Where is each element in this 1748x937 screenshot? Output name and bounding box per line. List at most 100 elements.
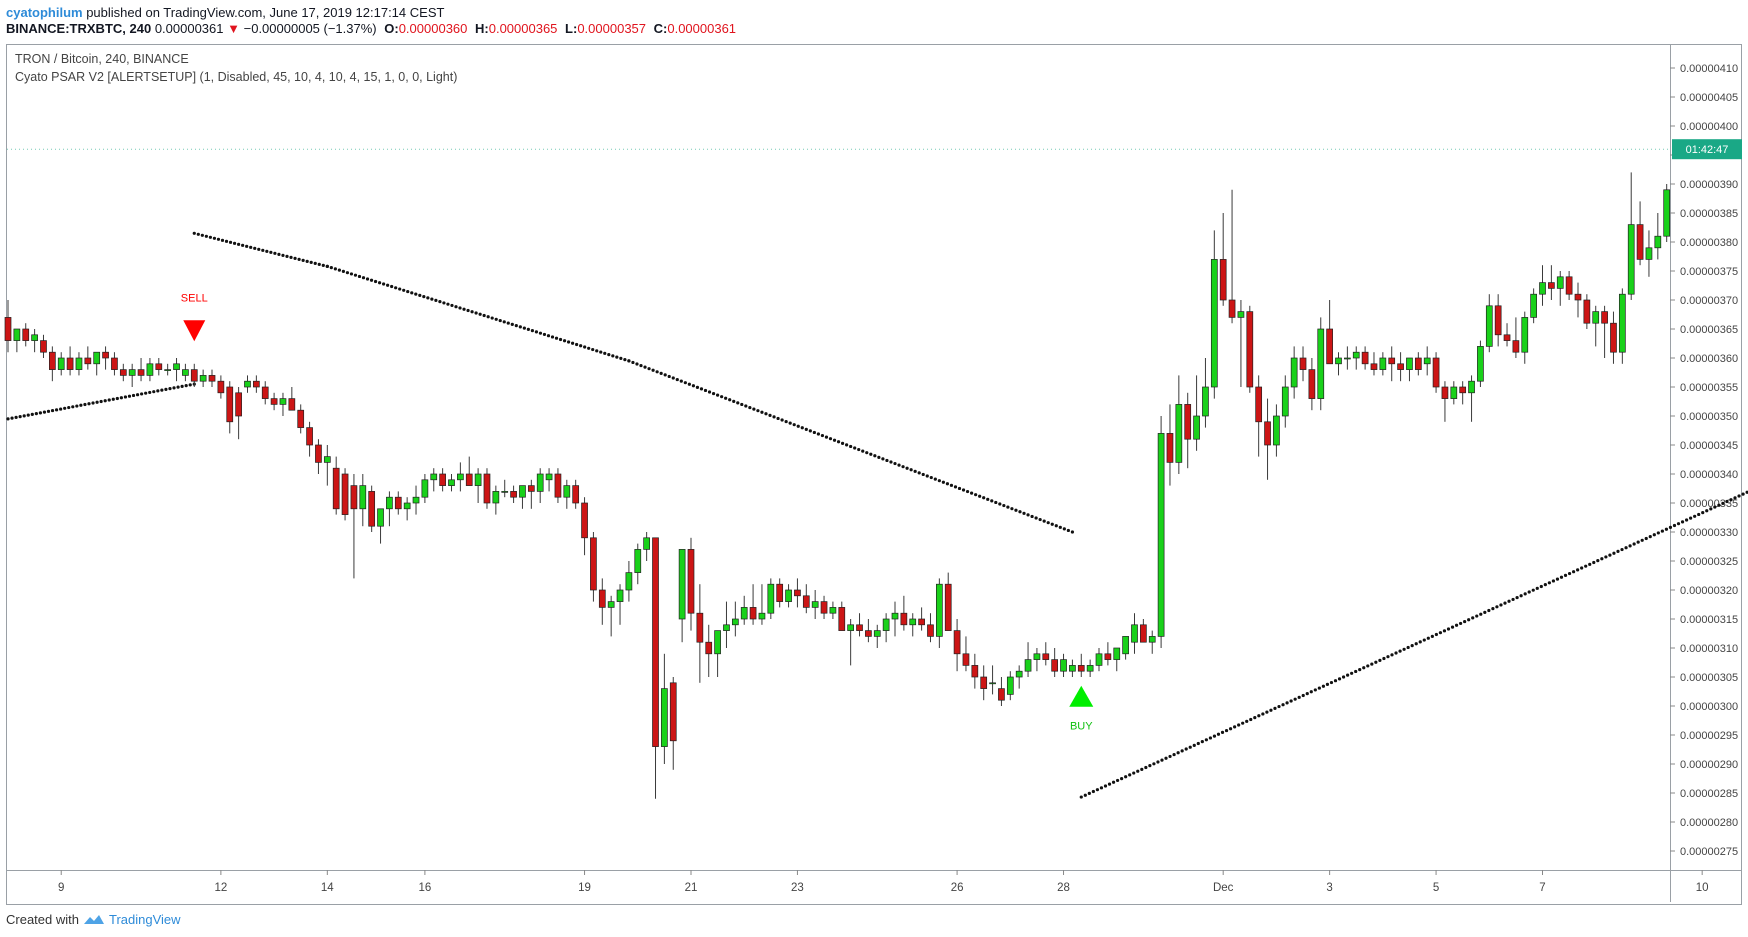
psar-dot <box>849 444 853 449</box>
candle-body <box>1024 659 1032 672</box>
psar-dot <box>583 345 587 349</box>
candle-body <box>731 618 739 626</box>
x-tick-label: 26 <box>951 882 964 894</box>
psar-dot <box>982 496 986 500</box>
psar-dot <box>1410 643 1414 648</box>
psar-dot <box>978 494 982 498</box>
psar-dot <box>50 408 55 413</box>
psar-dot <box>1083 793 1087 797</box>
candle-body <box>749 607 757 620</box>
psar-dot <box>913 469 917 473</box>
indicator-legend[interactable]: Cyato PSAR V2 [ALERTSETUP] (1, Disabled,… <box>15 70 458 84</box>
psar-dot <box>1588 562 1592 566</box>
candle-body <box>1583 299 1591 324</box>
candle-body <box>1086 665 1094 672</box>
psar-dot <box>1733 496 1737 500</box>
psar-dot <box>760 410 764 414</box>
psar-dot <box>490 316 494 320</box>
psar-dot <box>607 352 611 357</box>
psar-dot <box>1111 780 1116 784</box>
psar-dot <box>474 311 478 315</box>
psar-dot <box>144 391 148 395</box>
psar-dot <box>196 232 200 236</box>
candle-body <box>182 369 189 376</box>
chart-frame <box>6 44 1742 905</box>
psar-dot <box>357 274 362 279</box>
psar-dot <box>699 387 704 391</box>
candle-body <box>173 363 180 370</box>
psar-dot <box>615 355 619 359</box>
psar-dot <box>857 447 861 452</box>
candle-body <box>1015 670 1023 678</box>
psar-dot <box>1022 511 1026 515</box>
psar-dot <box>889 460 893 464</box>
psar-dot <box>1341 675 1346 679</box>
psar-dot <box>1224 728 1229 733</box>
psar-dot <box>639 363 643 368</box>
candle-body <box>1219 259 1227 301</box>
psar-dot <box>386 283 390 287</box>
candle-body <box>439 473 446 486</box>
candle-body <box>93 351 101 365</box>
psar-dot <box>1281 703 1285 707</box>
psar-dot <box>1713 505 1717 509</box>
psar-dot <box>1471 616 1475 620</box>
candle-body <box>1131 624 1138 643</box>
candle-body <box>368 491 376 527</box>
psar-dot <box>224 239 229 243</box>
psar-dot <box>1188 745 1192 749</box>
psar-dot <box>1091 789 1095 794</box>
tradingview-link[interactable]: TradingView <box>108 912 181 927</box>
psar-dot <box>720 395 724 399</box>
psar-dot <box>1600 557 1604 561</box>
psar-dot <box>885 458 889 463</box>
y-tick-label: 0.00000365 <box>1680 324 1738 336</box>
psar-dot <box>204 234 208 238</box>
psar-dot <box>365 277 370 281</box>
psar-dot <box>1459 621 1463 626</box>
candle-body <box>315 444 322 463</box>
candle-body <box>625 572 633 591</box>
sell-arrow-icon <box>183 320 206 342</box>
candle-body <box>616 589 624 602</box>
candle-body <box>1494 305 1502 336</box>
y-tick-label: 0.00000340 <box>1680 469 1738 481</box>
candle-body <box>84 357 92 365</box>
psar-dot <box>321 263 325 267</box>
psar-dot <box>434 298 438 302</box>
psar-dot <box>1430 634 1434 638</box>
y-tick-label: 0.00000320 <box>1680 585 1738 597</box>
candle-body <box>661 688 668 747</box>
x-tick-label: 3 <box>1326 882 1332 894</box>
psar-dot <box>796 424 800 428</box>
candle-body <box>1255 386 1263 423</box>
psar-dot <box>1515 595 1519 600</box>
psar-dot <box>402 288 406 292</box>
candle-body <box>891 612 899 620</box>
psar-dot <box>63 406 67 410</box>
psar-dot <box>192 231 196 235</box>
psar-dot <box>691 384 696 388</box>
psar-dot <box>75 404 79 408</box>
candle-body <box>288 398 296 411</box>
y-tick-label: 0.00000390 <box>1680 179 1738 191</box>
candle-body <box>48 351 56 370</box>
candle-body <box>323 456 331 463</box>
candle-body <box>909 618 917 626</box>
psar-dot <box>861 449 865 453</box>
psar-dot <box>1120 776 1124 781</box>
high-value: 0.00000365 <box>488 21 558 36</box>
psar-dot <box>377 281 382 285</box>
psar-dot <box>506 321 510 325</box>
psar-dot <box>554 336 559 340</box>
psar-dot <box>241 243 245 247</box>
x-tick-label: 9 <box>58 882 64 894</box>
psar-dot <box>361 276 366 280</box>
tradingview-logo-icon <box>83 914 104 924</box>
author-link[interactable]: cyatophilum <box>6 5 83 20</box>
psar-dot <box>478 312 482 316</box>
candle-body <box>155 363 163 370</box>
psar-dot <box>707 390 712 394</box>
psar-dot <box>1402 647 1406 651</box>
